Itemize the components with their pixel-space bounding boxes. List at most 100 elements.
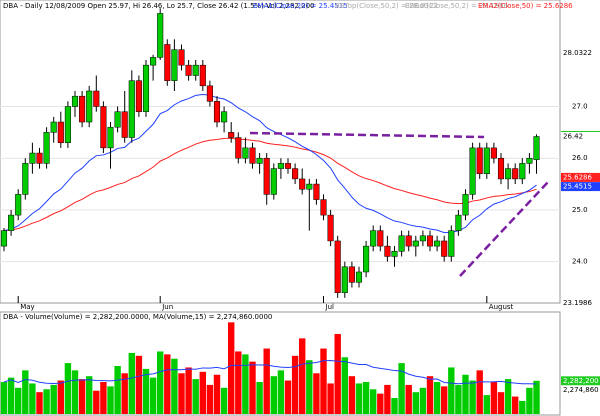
candle-body <box>419 235 426 242</box>
candle-body <box>391 251 398 257</box>
volume-bar <box>128 352 135 414</box>
price-tag-label: 25.4515 <box>563 183 592 191</box>
candle-body <box>263 157 270 195</box>
volume-bar <box>100 382 107 414</box>
y-tick-label: 24.0 <box>572 258 588 266</box>
volume-ma-line <box>3 359 537 385</box>
ema2-line <box>3 137 537 232</box>
candle-body <box>142 64 150 112</box>
volume-bar <box>270 376 277 414</box>
candle-body <box>86 90 93 123</box>
candle-body <box>64 106 71 143</box>
volume-bar <box>220 387 228 414</box>
candle-body <box>505 168 512 180</box>
volume-bar <box>341 357 348 414</box>
candle-body <box>476 147 483 174</box>
volume-bar <box>199 371 206 414</box>
volume-bar <box>348 376 356 414</box>
volume-bar <box>114 366 121 414</box>
candle-body <box>320 199 327 216</box>
volume-bar <box>299 338 306 414</box>
candle-body <box>0 230 8 247</box>
volume-bar <box>29 383 36 414</box>
candle-body <box>313 183 320 200</box>
candle-body <box>171 49 178 81</box>
volume-bar <box>57 380 64 414</box>
candle-body <box>71 95 79 107</box>
price-tag-label: 28.0322 <box>563 49 592 57</box>
volume-bar <box>405 384 412 414</box>
candle-body <box>114 111 121 128</box>
candle-body <box>348 266 355 283</box>
volume-bar <box>497 392 505 414</box>
candle-body <box>36 152 43 164</box>
x-tick-label: Jun <box>161 303 173 311</box>
price-tag <box>561 132 600 142</box>
candle-body <box>221 111 228 123</box>
volume-bar <box>78 379 86 414</box>
volume-bar <box>504 379 512 414</box>
volume-bar <box>433 382 441 414</box>
volume-bar <box>355 383 363 414</box>
volume-tag <box>561 385 600 395</box>
candle-body <box>533 136 540 161</box>
candle-body <box>199 64 206 87</box>
volume-bar <box>320 348 327 414</box>
volume-bar <box>483 395 490 414</box>
volume-bar <box>391 398 398 414</box>
price-tag-label: 25.6286 <box>563 173 592 181</box>
candle-body <box>135 80 142 112</box>
candle-body <box>384 245 391 257</box>
candle-body <box>164 44 171 81</box>
candle-body <box>8 214 15 231</box>
volume-bar <box>490 382 498 414</box>
volume-bar <box>526 387 533 414</box>
volume-bar <box>0 382 8 414</box>
candle-body <box>235 137 242 159</box>
candle-body <box>150 57 157 66</box>
volume-bar <box>306 360 313 414</box>
volume-bar <box>142 368 150 414</box>
candle-body <box>213 101 221 123</box>
candle-body <box>306 183 313 190</box>
volume-bar <box>249 361 256 414</box>
y-tick-label: 26.0 <box>572 154 588 162</box>
volume-bar <box>64 363 72 414</box>
volume-bar <box>164 354 171 414</box>
volume-bar <box>157 351 164 414</box>
volume-bar <box>7 377 15 414</box>
volume-bar <box>398 363 405 414</box>
candle-body <box>405 235 412 247</box>
candle-body <box>29 152 36 164</box>
candle-body <box>185 64 192 76</box>
volume-bar <box>86 376 93 414</box>
volume-bar <box>135 355 143 414</box>
candle-body <box>398 235 405 252</box>
volume-bar <box>384 384 391 414</box>
candle-body <box>192 64 199 76</box>
volume-bar <box>235 351 242 414</box>
volume-bar <box>213 374 221 414</box>
candle-body <box>277 163 284 169</box>
candle-body <box>50 121 57 133</box>
volume-bar <box>36 392 43 414</box>
price-tag <box>561 182 600 192</box>
volume-bar <box>291 355 299 414</box>
candle-body <box>483 147 490 174</box>
volume-bar <box>334 334 341 414</box>
candle-body <box>228 132 235 138</box>
candle-body <box>79 95 86 123</box>
volume-bar <box>228 322 235 414</box>
candle-body <box>93 90 100 107</box>
candle-body <box>121 111 128 138</box>
price-panel <box>0 0 561 304</box>
candle-body <box>426 235 434 247</box>
volume-bar <box>43 389 50 414</box>
volume-bar <box>149 377 157 414</box>
volume-bar <box>22 370 29 414</box>
volume-bar <box>263 348 270 414</box>
candle-body <box>128 80 135 138</box>
candle-body <box>469 147 476 195</box>
volume-bar <box>462 374 469 414</box>
y-tick-label: 27.0 <box>572 103 588 111</box>
